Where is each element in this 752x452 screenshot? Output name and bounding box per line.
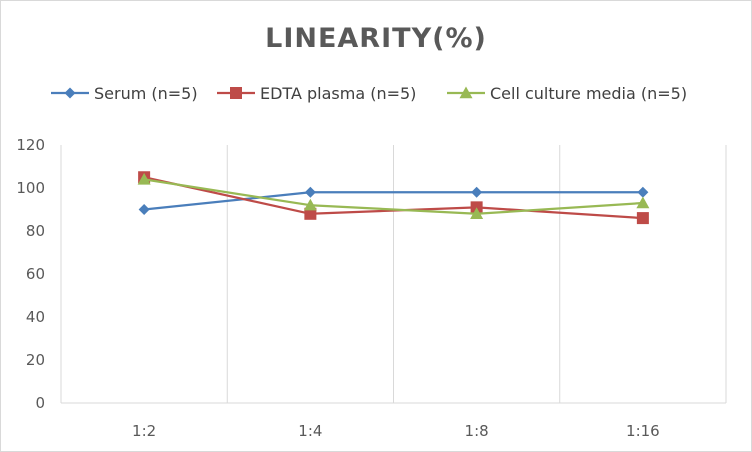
legend-label: Serum (n=5)	[94, 84, 198, 103]
x-tick-label: 1:8	[465, 422, 489, 440]
legend-marker	[64, 87, 76, 99]
x-tick-label: 1:2	[132, 422, 156, 440]
y-tick-label: 40	[26, 308, 45, 326]
y-tick-label: 120	[16, 136, 45, 154]
y-tick-label: 80	[26, 222, 45, 240]
data-point	[138, 204, 150, 215]
y-tick-label: 20	[26, 351, 45, 369]
y-tick-label: 100	[16, 179, 45, 197]
x-tick-label: 1:4	[298, 422, 322, 440]
series-line-1	[144, 191, 643, 211]
y-tick-label: 0	[35, 394, 45, 412]
data-point	[637, 186, 649, 198]
chart-title: LINEARITY(%)	[265, 23, 487, 54]
data-point	[470, 207, 484, 219]
data-point	[303, 198, 317, 211]
y-tick-label: 60	[26, 265, 45, 283]
data-point	[304, 186, 316, 198]
data-point	[636, 196, 650, 209]
legend-marker	[459, 86, 473, 99]
data-point	[636, 212, 649, 225]
series-line-3	[143, 178, 643, 215]
legend-marker	[230, 87, 242, 99]
legend-label: Cell culture media (n=5)	[490, 84, 687, 103]
legend-label: EDTA plasma (n=5)	[260, 84, 416, 103]
x-tick-label: 1:16	[626, 422, 660, 440]
data-point	[471, 186, 483, 198]
data-point	[304, 207, 317, 220]
data-point	[137, 172, 151, 185]
